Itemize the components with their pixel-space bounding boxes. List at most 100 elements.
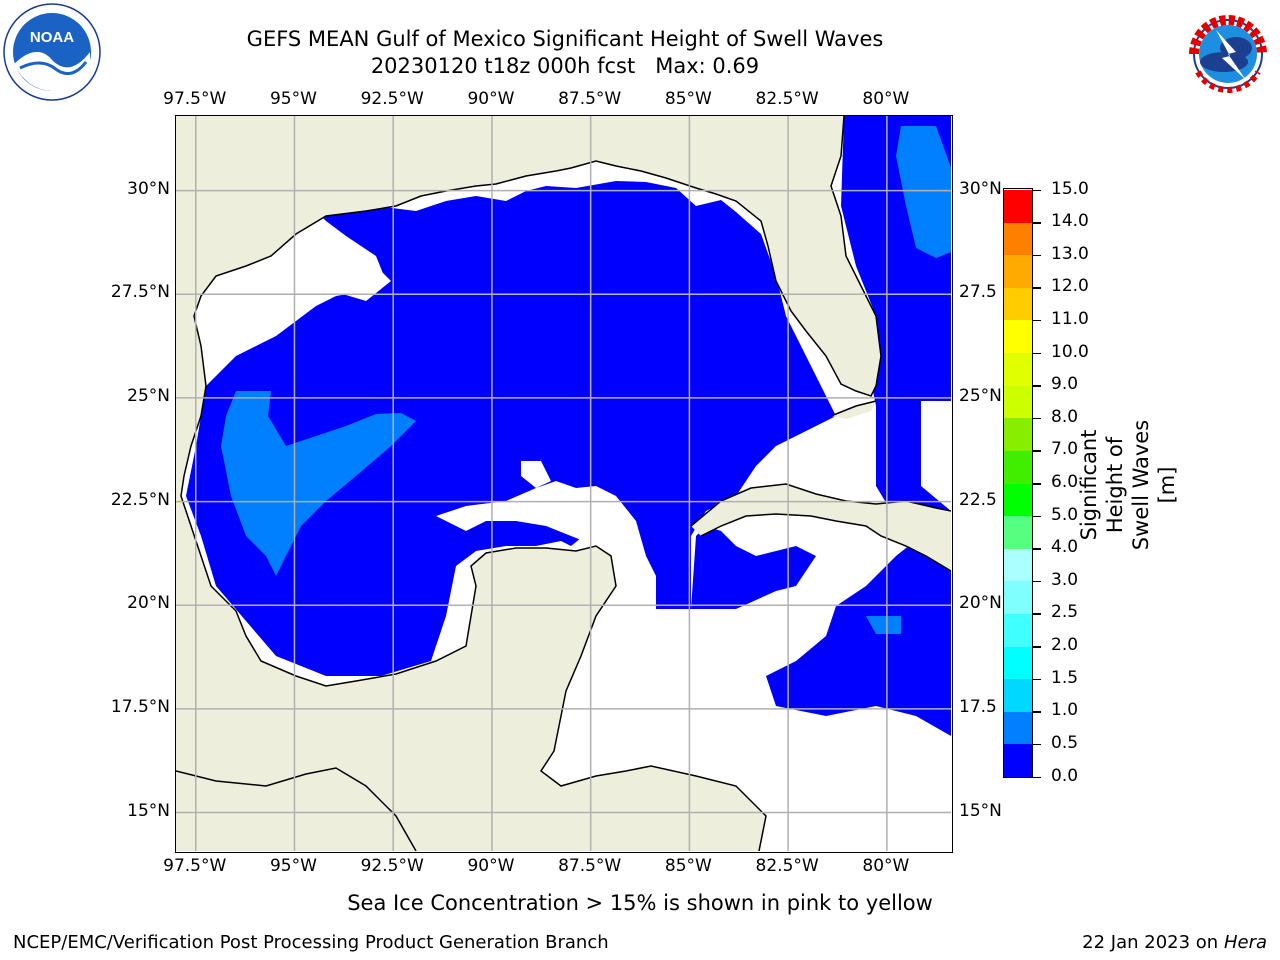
top-longitude-label: 80°W	[862, 89, 910, 109]
left-latitude-label: 27.5°N	[110, 282, 170, 303]
colorbar-tick-label: 13.0	[1051, 243, 1089, 264]
land-cuba	[691, 484, 951, 571]
colorbar-tick	[1033, 254, 1041, 257]
swell-field-gulf	[186, 181, 836, 676]
colorbar-segment	[1004, 515, 1032, 549]
bottom-longitude-label: 95°W	[269, 856, 317, 876]
colorbar-tick	[1033, 743, 1041, 746]
colorbar-tick-label: 11.0	[1051, 308, 1089, 329]
gulf-of-mexico-map	[175, 115, 953, 853]
right-latitude-label: 20°N	[959, 593, 1002, 614]
swell-patch-caribbean	[866, 616, 901, 634]
colorbar-tick-label: 8.0	[1051, 406, 1079, 427]
colorbar-tick	[1033, 189, 1041, 191]
colorbar-segment	[1004, 548, 1032, 582]
colorbar-tick-label: 1.5	[1051, 667, 1079, 688]
colorbar-tick-label: 6.0	[1051, 472, 1079, 492]
gridlines	[176, 116, 952, 852]
bottom-longitude-label: 92.5°W	[360, 856, 424, 876]
top-longitude-label: 95°W	[269, 89, 317, 109]
colorbar-tick-label: 2.0	[1051, 635, 1079, 656]
colorbar-segment	[1004, 254, 1032, 288]
colorbar-segment	[1004, 385, 1032, 419]
colorbar-tick-label: 15.0	[1051, 178, 1089, 199]
bottom-longitude-label: 82.5°W	[755, 856, 819, 876]
noaa-logo-text: NOAA	[30, 29, 74, 46]
colorbar-segment	[1004, 711, 1032, 745]
colorbar-tick-label: 3.0	[1051, 569, 1079, 590]
bottom-longitude-label: 97.5°W	[163, 856, 227, 876]
colorbar-segment	[1004, 450, 1032, 484]
bottom-longitude-label: 85°W	[664, 856, 712, 876]
bottom-longitude-label: 80°W	[862, 856, 910, 876]
chart-title: GEFS MEAN Gulf of Mexico Significant Hei…	[120, 26, 1010, 80]
left-latitude-label: 20°N	[127, 593, 170, 614]
colorbar-tick	[1033, 548, 1041, 550]
top-longitude-label: 87.5°W	[558, 89, 622, 109]
top-longitude-label: 90°W	[467, 89, 515, 109]
no-data-patch-west	[261, 216, 391, 301]
bottom-longitude-label: 87.5°W	[558, 856, 622, 876]
swell-field-caribbean	[691, 526, 816, 609]
no-data-patch-island	[521, 461, 551, 488]
colorbar-tick	[1033, 776, 1041, 778]
colorbar-segment	[1004, 287, 1032, 321]
colorbar-segment	[1004, 613, 1032, 647]
bottom-longitude-label: 90°W	[467, 856, 515, 876]
colorbar-tick	[1033, 580, 1041, 583]
colorbar-tick-label: 2.5	[1051, 602, 1079, 623]
colorbar-segment	[1004, 189, 1032, 223]
right-latitude-label: 30°N	[959, 178, 1002, 199]
colorbar-tick	[1033, 450, 1041, 452]
top-longitude-label: 85°W	[664, 89, 712, 109]
colorbar-tick-label: 7.0	[1051, 439, 1079, 460]
right-latitude-label: 25°N	[959, 385, 1002, 406]
colorbar-segment	[1004, 580, 1032, 614]
top-longitude-label: 82.5°W	[755, 89, 819, 109]
swell-patch-atlantic	[896, 126, 952, 258]
colorbar-label: Significant Height of Swell Waves [m]	[1076, 409, 1180, 561]
no-data-patch-center	[436, 481, 656, 606]
colorbar-tick	[1033, 287, 1041, 289]
colorbar-segment	[1004, 417, 1032, 451]
title-line-1: GEFS MEAN Gulf of Mexico Significant Hei…	[246, 27, 884, 51]
colorbar-tick	[1033, 646, 1041, 648]
footer-host: Hera	[1223, 932, 1267, 953]
colorbar-tick	[1033, 483, 1041, 485]
colorbar-label-text: Significant Height of Swell Waves [m]	[1077, 419, 1179, 551]
left-latitude-label: 30°N	[127, 178, 170, 199]
colorbar-tick-label: 12.0	[1051, 276, 1089, 297]
right-latitude-label: 17.5	[959, 696, 997, 717]
colorbar-tick-label: 10.0	[1051, 341, 1089, 362]
colorbar-tick	[1033, 222, 1041, 224]
colorbar-tick-label: 1.0	[1051, 700, 1079, 721]
colorbar-segment	[1004, 483, 1032, 517]
colorbar-tick	[1033, 352, 1041, 355]
right-latitude-label: 22.5	[959, 489, 997, 510]
footer-date-text: 22 Jan 2023 on	[1082, 932, 1224, 953]
right-latitude-label: 15°N	[959, 800, 1002, 821]
coastlines	[176, 116, 952, 852]
colorbar-tick-label: 4.0	[1051, 537, 1079, 558]
colorbar	[1003, 188, 1033, 778]
top-longitude-label: 97.5°W	[163, 89, 227, 109]
land-north-america	[176, 116, 881, 851]
title-line-2: 20230120 t18z 000h fcst Max: 0.69	[370, 54, 760, 78]
left-latitude-label: 17.5°N	[110, 696, 170, 717]
colorbar-segment	[1004, 743, 1032, 777]
colorbar-tick	[1033, 678, 1041, 681]
nws-logo-icon	[1178, 4, 1278, 104]
colorbar-tick	[1033, 417, 1041, 420]
colorbar-segment	[1004, 646, 1032, 680]
noaa-logo-icon: NOAA	[3, 3, 101, 101]
colorbar-tick	[1033, 319, 1041, 322]
colorbar-tick-label: 0.5	[1051, 732, 1079, 753]
right-latitude-label: 27.5	[959, 282, 997, 303]
sea-ice-note: Sea Ice Concentration > 15% is shown in …	[347, 891, 933, 915]
footer-credit: NCEP/EMC/Verification Post Processing Pr…	[13, 932, 609, 953]
colorbar-tick-label: 0.0	[1051, 765, 1079, 786]
map-canvas	[176, 116, 952, 852]
top-longitude-label: 92.5°W	[360, 89, 424, 109]
colorbar-tick-label: 9.0	[1051, 374, 1079, 395]
colorbar-segment	[1004, 678, 1032, 712]
